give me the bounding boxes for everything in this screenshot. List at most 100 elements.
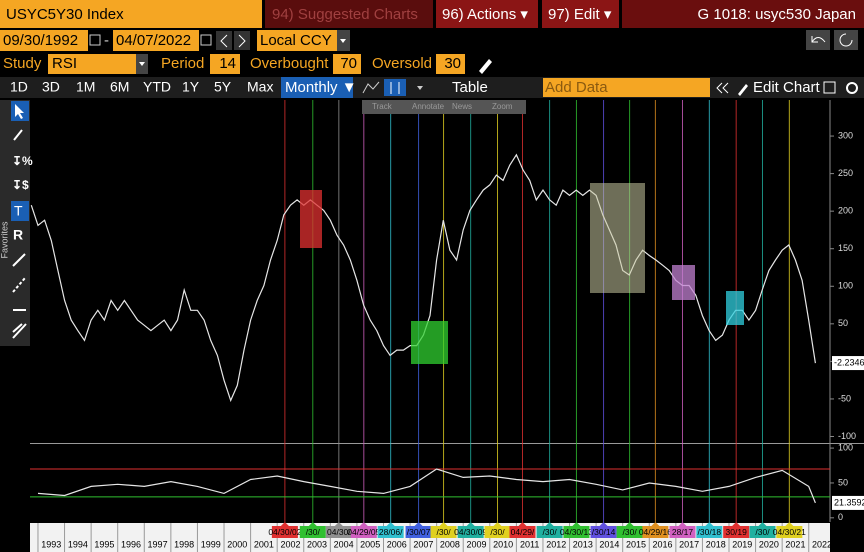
x-tick-label: 2002 (280, 539, 300, 549)
range-button[interactable]: YTD (143, 79, 171, 95)
event-tag-tip (386, 522, 395, 526)
event-tag[interactable] (299, 526, 326, 538)
tool-popup (362, 100, 526, 114)
event-tag[interactable] (350, 526, 377, 538)
range-button[interactable]: Max (247, 79, 273, 95)
bar-chart-button[interactable] (384, 79, 406, 96)
left-toolbar (0, 100, 30, 346)
gear-icon[interactable] (846, 82, 858, 94)
channel-tool[interactable] (12, 277, 26, 293)
range-button[interactable]: 1M (76, 79, 95, 95)
event-tag[interactable] (590, 526, 617, 538)
x-tick-label: 2009 (466, 539, 486, 549)
prev-button[interactable] (216, 31, 232, 50)
x-tick-label: 1997 (148, 539, 168, 549)
x-tick-label: 2008 (440, 539, 460, 549)
event-tag[interactable] (457, 526, 484, 538)
event-tag[interactable] (509, 526, 536, 538)
edit-chart-button[interactable]: Edit Chart (753, 79, 821, 96)
tool-group: Track Annotate News Zoom (372, 102, 513, 111)
event-label: 04/30/ (327, 527, 351, 537)
range-button[interactable]: 6M (110, 79, 129, 95)
end-date-box[interactable] (113, 30, 199, 51)
highlight-box[interactable] (411, 321, 448, 364)
suggested-button[interactable] (265, 0, 433, 28)
x-tick-label: 2001 (254, 539, 274, 549)
x-tick-label: 1998 (174, 539, 194, 549)
overbought-box[interactable] (333, 54, 361, 74)
x-tick-label: 2011 (520, 539, 539, 549)
y-tick-label: 50 (838, 318, 848, 328)
range-button[interactable]: 1D (10, 79, 28, 95)
calendar-icon[interactable] (89, 34, 101, 46)
event-tag-tip (758, 522, 767, 526)
highlight-box[interactable] (726, 291, 744, 325)
event-tag-tip (518, 522, 527, 526)
frequency-box[interactable] (281, 77, 353, 98)
event-tag[interactable] (563, 526, 590, 538)
event-tag[interactable] (325, 526, 352, 538)
security: USYC5Y30 Index (6, 6, 124, 23)
pencil-icon[interactable] (479, 59, 492, 74)
event-tag[interactable] (616, 526, 643, 538)
event-tag[interactable] (776, 526, 803, 538)
tool-button[interactable]: Annotate (412, 102, 445, 111)
settings-icon[interactable] (823, 81, 836, 94)
range-button[interactable]: 3D (42, 79, 60, 95)
line-chart-icon[interactable] (362, 81, 380, 94)
event-tag[interactable] (536, 526, 563, 538)
event-tag[interactable] (271, 526, 298, 538)
event-tag[interactable] (484, 526, 511, 538)
edit-button[interactable] (542, 0, 619, 28)
highlight-box[interactable] (672, 265, 695, 300)
event-tag[interactable] (696, 526, 723, 538)
event-tag[interactable] (669, 526, 696, 538)
dropdown-arrow[interactable] (417, 86, 423, 90)
event-tag[interactable] (430, 526, 457, 538)
calendar-icon[interactable] (200, 34, 212, 46)
event-tag[interactable] (642, 526, 669, 538)
period-box[interactable] (210, 54, 240, 74)
highlight-box[interactable] (590, 183, 645, 293)
pattern-tool[interactable] (12, 323, 27, 339)
start-date-box[interactable] (0, 30, 88, 51)
trend-tool[interactable] (12, 253, 26, 267)
range-button[interactable]: 5Y (214, 79, 232, 95)
event-tag-tip (599, 522, 608, 526)
dollar-tool[interactable]: ↧$ (12, 178, 29, 192)
event-tag[interactable] (405, 526, 432, 538)
event-tag[interactable] (377, 526, 404, 538)
highlight-box[interactable] (300, 190, 322, 248)
tool-button[interactable]: News (452, 102, 472, 111)
percent-tool[interactable]: ↧% (12, 154, 33, 168)
last-value-label: -2.2346 (834, 357, 864, 367)
next-button[interactable] (234, 31, 250, 50)
x-tick-label: 1994 (68, 539, 88, 549)
tool-button[interactable]: Zoom (492, 102, 513, 111)
line-tool[interactable] (13, 129, 23, 141)
actions-button[interactable] (436, 0, 538, 28)
currency-box[interactable] (257, 30, 337, 51)
x-tick-label: 2019 (732, 539, 752, 549)
event-label: /30/ (490, 527, 505, 537)
tool-button[interactable]: Track (372, 102, 393, 111)
fib-tool[interactable]: R (13, 227, 23, 243)
event-tag-tip (732, 522, 741, 526)
event-tag-tip (280, 522, 289, 526)
y-tick-label: 100 (838, 281, 853, 291)
collapse-icon[interactable] (716, 82, 729, 94)
range-group: 1D 3D 1M 6M YTD 1Y 5Y Max (10, 79, 273, 95)
security-box[interactable] (0, 0, 262, 28)
event-tag[interactable] (749, 526, 776, 538)
undo-button[interactable] (806, 30, 830, 50)
add-data-box[interactable] (543, 78, 710, 97)
text-tool[interactable] (11, 201, 29, 221)
table-button[interactable]: Table (452, 79, 488, 96)
range-button[interactable]: 1Y (182, 79, 200, 95)
event-tag[interactable] (723, 526, 750, 538)
study-box[interactable] (48, 54, 136, 74)
event-tag-tip (308, 522, 317, 526)
oversold-box[interactable] (436, 54, 465, 74)
refresh-button[interactable] (834, 30, 858, 50)
last-value-label: 21.3592 (834, 497, 864, 507)
